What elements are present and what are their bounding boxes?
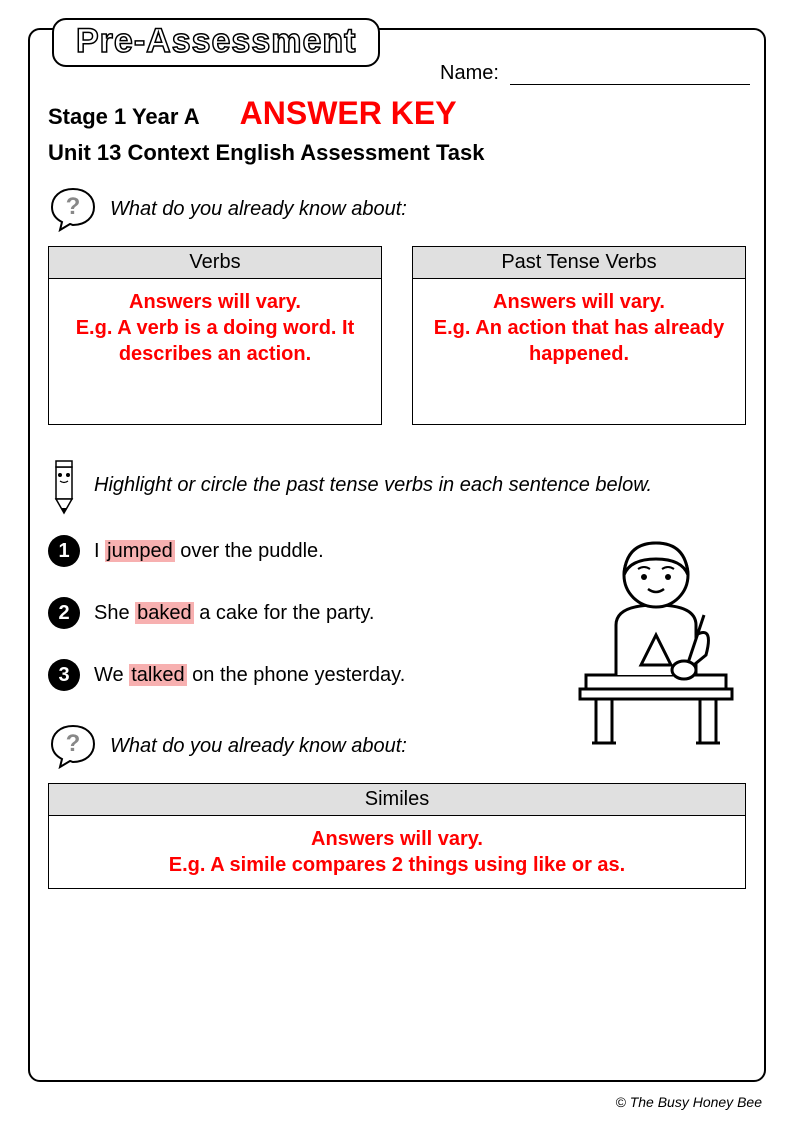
answer-key-label: ANSWER KEY: [240, 95, 457, 132]
name-label: Name:: [440, 62, 499, 84]
similes-box: Similes Answers will vary. E.g. A simile…: [48, 783, 746, 889]
verbs-box-header: Verbs: [49, 247, 381, 279]
question-bubble-icon: ?: [48, 721, 98, 771]
svg-text:?: ?: [66, 730, 81, 757]
pencil-icon: [48, 455, 80, 515]
sentence-2-number: 2: [48, 597, 80, 629]
name-input-line[interactable]: [510, 67, 750, 85]
question-2-text: What do you already know about:: [110, 735, 407, 758]
sentence-1-number: 1: [48, 535, 80, 567]
sentence-3-post: on the phone yesterday.: [187, 664, 406, 686]
question-bubble-icon: ?: [48, 184, 98, 234]
sentence-3-highlight: talked: [129, 664, 186, 686]
sentence-3-pre: We: [94, 664, 129, 686]
question-1-text: What do you already know about:: [110, 198, 407, 221]
footer-credit: © The Busy Honey Bee: [615, 1094, 762, 1110]
title-badge: Pre-Assessment: [52, 18, 380, 67]
meta-row-1: Stage 1 Year A ANSWER KEY: [48, 95, 746, 132]
question-1-row: ? What do you already know about:: [48, 184, 746, 234]
sentence-2-post: a cake for the party.: [194, 602, 375, 624]
past-tense-box: Past Tense Verbs Answers will vary. E.g.…: [412, 246, 746, 425]
student-writing-icon: [556, 525, 756, 745]
instruction-row: Highlight or circle the past tense verbs…: [48, 455, 746, 515]
past-tense-box-body: Answers will vary. E.g. An action that h…: [413, 279, 745, 424]
svg-text:?: ?: [66, 193, 81, 220]
similes-box-body: Answers will vary. E.g. A simile compare…: [49, 816, 745, 888]
sentence-1-post: over the puddle.: [175, 540, 324, 562]
instruction-text: Highlight or circle the past tense verbs…: [94, 474, 652, 497]
sentence-2-pre: She: [94, 602, 135, 624]
stage-label: Stage 1 Year A: [48, 104, 200, 130]
verbs-box-body: Answers will vary. E.g. A verb is a doin…: [49, 279, 381, 424]
verbs-box: Verbs Answers will vary. E.g. A verb is …: [48, 246, 382, 425]
sentence-2-highlight: baked: [135, 602, 194, 624]
sentence-3-text: We talked on the phone yesterday.: [94, 664, 405, 687]
content-area: Stage 1 Year A ANSWER KEY Unit 13 Contex…: [48, 95, 746, 889]
name-field-row: Name:: [440, 62, 750, 85]
sentence-1-highlight: jumped: [105, 540, 175, 562]
past-tense-box-header: Past Tense Verbs: [413, 247, 745, 279]
unit-label: Unit 13 Context English Assessment Task: [48, 140, 746, 166]
sentence-2-text: She baked a cake for the party.: [94, 602, 375, 625]
sentence-1-pre: I: [94, 540, 105, 562]
knowledge-boxes-row: Verbs Answers will vary. E.g. A verb is …: [48, 246, 746, 425]
sentence-block: 1 I jumped over the puddle. 2 She baked …: [48, 535, 746, 691]
sentence-3-number: 3: [48, 659, 80, 691]
similes-box-header: Similes: [49, 784, 745, 816]
sentence-1-text: I jumped over the puddle.: [94, 540, 324, 563]
